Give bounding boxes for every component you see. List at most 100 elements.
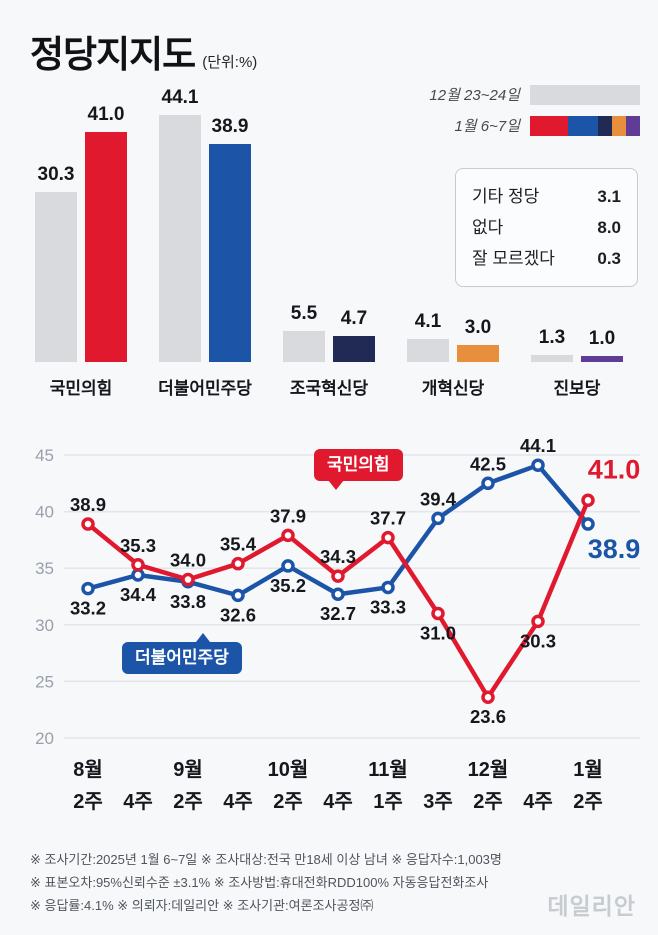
data-point-marker bbox=[431, 606, 445, 621]
bar-previous bbox=[407, 339, 449, 362]
x-axis-month: 11월 bbox=[368, 758, 408, 781]
y-axis-tick: 25 bbox=[35, 672, 54, 691]
legend-label-previous: 12월 23~24일 bbox=[429, 87, 520, 104]
data-point-marker bbox=[181, 572, 195, 587]
point-value-label: 23.6 bbox=[470, 706, 506, 727]
bar-value-label: 1.0 bbox=[588, 328, 616, 350]
x-axis-month: 12월 bbox=[468, 758, 509, 781]
x-axis-month: 9월 bbox=[173, 758, 203, 781]
footnote-line: ※ 응답률:4.1% ※ 의뢰자:데일리안 ※ 조사기관:여론조사공정㈜ bbox=[30, 898, 374, 913]
x-axis-month: 10월 bbox=[268, 758, 309, 781]
legend: 12월 23~24일 1월 6~7일 bbox=[429, 84, 640, 136]
other-row: 잘 모르겠다 0.3 bbox=[472, 243, 621, 274]
data-point-marker bbox=[81, 517, 95, 531]
bar-value-label: 3.0 bbox=[464, 317, 492, 339]
other-label: 없다 bbox=[472, 218, 504, 237]
bar-group: 4.1 3.0 개혁신당 bbox=[405, 84, 501, 399]
legend-color-segment bbox=[612, 115, 626, 136]
data-point-marker bbox=[231, 588, 245, 603]
other-row: 기타 정당 3.1 bbox=[472, 181, 621, 212]
data-point-marker bbox=[331, 587, 345, 601]
data-point-marker bbox=[131, 558, 145, 572]
bar-previous bbox=[283, 331, 325, 362]
legend-color-segment bbox=[598, 115, 612, 136]
bar-value-label: 5.5 bbox=[290, 303, 318, 325]
bar-previous bbox=[35, 192, 77, 362]
legend-previous-swatch bbox=[530, 84, 640, 105]
bar-current bbox=[85, 132, 127, 362]
point-value-label: 32.6 bbox=[220, 604, 256, 625]
bar-value-label: 41.0 bbox=[87, 104, 125, 126]
point-value-label: 42.5 bbox=[470, 453, 506, 474]
other-label: 잘 모르겠다 bbox=[472, 249, 555, 268]
point-value-label: 34.3 bbox=[320, 546, 356, 567]
point-value-label: 37.9 bbox=[270, 505, 306, 526]
point-value-label: 35.4 bbox=[220, 534, 257, 555]
point-value-label: 38.9 bbox=[70, 494, 106, 515]
legend-color-segment bbox=[530, 115, 568, 136]
data-point-marker bbox=[431, 511, 445, 526]
x-axis-week: 4주 bbox=[523, 791, 553, 813]
point-value-label: 32.7 bbox=[320, 603, 356, 624]
bar-category-label: 개혁신당 bbox=[421, 379, 485, 398]
point-value-label: 44.1 bbox=[520, 435, 556, 456]
x-axis-week: 2주 bbox=[573, 791, 603, 813]
data-point-marker bbox=[331, 569, 345, 583]
bar-category-label: 진보당 bbox=[553, 379, 601, 398]
point-value-label: 33.2 bbox=[70, 598, 106, 619]
survey-footnotes: ※ 조사기간:2025년 1월 6~7일 ※ 조사대상:전국 만18세 이상 남… bbox=[30, 848, 502, 917]
data-point-marker bbox=[481, 476, 495, 491]
end-value-label-kukmin: 41.0 bbox=[588, 454, 641, 484]
bar-value-label: 44.1 bbox=[161, 87, 199, 109]
y-axis-tick: 45 bbox=[35, 446, 54, 465]
other-value: 0.3 bbox=[597, 249, 621, 268]
other-value: 3.1 bbox=[597, 187, 621, 206]
x-axis-week: 4주 bbox=[223, 791, 253, 813]
bar-current bbox=[333, 335, 375, 362]
footnote-line: ※ 표본오차:95%신뢰수준 ±3.1% ※ 조사방법:휴대전화RDD100% … bbox=[30, 875, 489, 890]
legend-current-swatch bbox=[530, 115, 640, 136]
point-value-label: 39.4 bbox=[420, 488, 457, 509]
end-value-label-minju: 38.9 bbox=[588, 534, 641, 564]
bar-current bbox=[457, 345, 499, 362]
bar-group: 5.5 4.7 조국혁신당 bbox=[281, 84, 377, 399]
point-value-label: 33.8 bbox=[170, 591, 206, 612]
legend-row-previous: 12월 23~24일 bbox=[429, 84, 640, 105]
x-axis-month: 1월 bbox=[573, 758, 603, 781]
bar-category-label: 더불어민주당 bbox=[158, 379, 252, 398]
page-header: 정당지지도 (단위:%) bbox=[30, 24, 257, 78]
series-badge-minju: 더불어민주당 bbox=[122, 632, 242, 675]
y-axis-tick: 30 bbox=[35, 616, 54, 635]
point-value-label: 31.0 bbox=[420, 622, 456, 643]
bar-value-label: 4.7 bbox=[340, 307, 368, 329]
bar-group: 1.3 1.0 진보당 bbox=[529, 84, 625, 399]
unit-label: (단위:%) bbox=[202, 54, 258, 71]
legend-color-segment bbox=[568, 115, 598, 136]
data-point-marker bbox=[281, 528, 295, 543]
y-axis-tick: 20 bbox=[35, 729, 54, 748]
other-responses-box: 기타 정당 3.1 없다 8.0 잘 모르겠다 0.3 bbox=[455, 168, 638, 287]
data-point-marker bbox=[481, 690, 495, 704]
x-axis-week: 4주 bbox=[323, 791, 353, 813]
bar-category-label: 국민의힘 bbox=[49, 379, 113, 398]
data-point-marker bbox=[381, 530, 395, 545]
bar-group: 30.3 41.0 국민의힘 bbox=[33, 84, 129, 399]
line-chart: 20 25 30 35 40 45 2주 8월 4주 2주 9월 4주 2주 10월 4주 1주 11월 3주 2주… bbox=[35, 435, 641, 813]
y-axis-tick: 40 bbox=[35, 503, 54, 522]
other-row: 없다 8.0 bbox=[472, 212, 621, 243]
x-axis-week: 2주 bbox=[273, 791, 303, 813]
x-axis-week: 2주 bbox=[473, 791, 503, 813]
data-point-marker bbox=[581, 517, 595, 531]
point-value-label: 34.4 bbox=[120, 584, 157, 605]
other-label: 기타 정당 bbox=[472, 187, 540, 206]
other-value: 8.0 bbox=[597, 218, 621, 237]
data-point-marker bbox=[581, 493, 595, 508]
x-axis-week: 2주 bbox=[73, 791, 103, 813]
bar-category-label: 조국혁신당 bbox=[289, 379, 369, 398]
legend-label-current: 1월 6~7일 bbox=[454, 118, 520, 135]
data-point-marker bbox=[281, 559, 295, 573]
bar-current bbox=[209, 144, 251, 362]
bar-current bbox=[581, 356, 623, 362]
footnote-line: ※ 조사기간:2025년 1월 6~7일 ※ 조사대상:전국 만18세 이상 남… bbox=[30, 852, 502, 867]
